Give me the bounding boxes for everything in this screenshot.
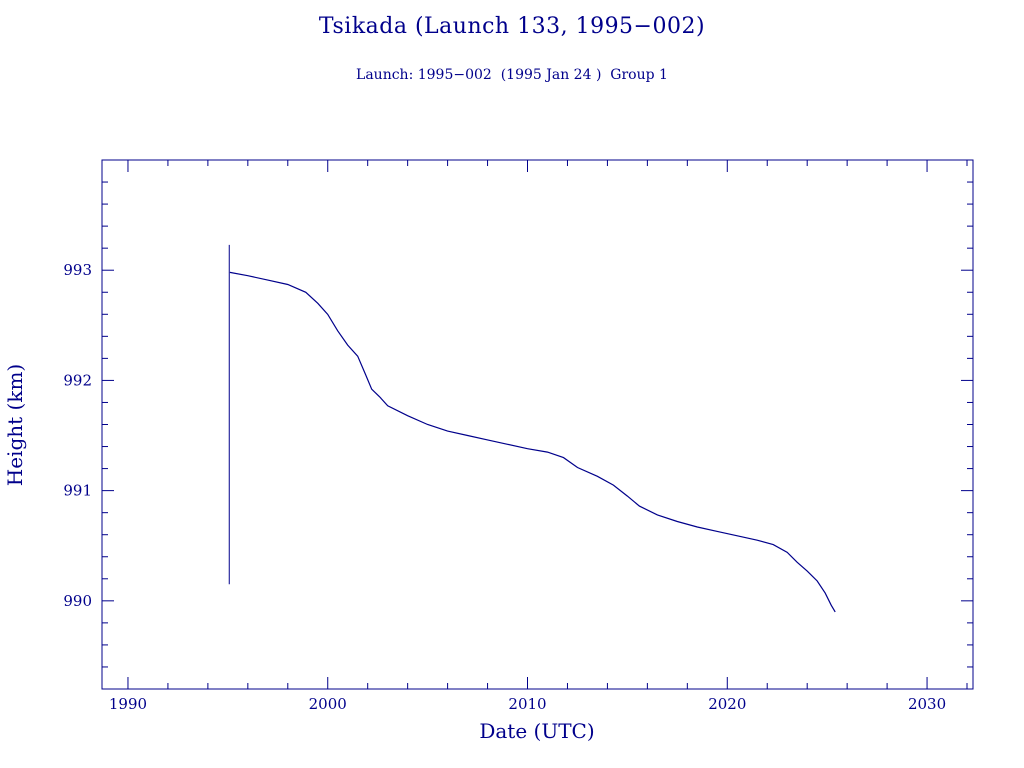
x-tick-label: 2020 bbox=[708, 695, 746, 713]
x-tick-label: 1990 bbox=[109, 695, 147, 713]
height-series-line bbox=[229, 271, 836, 613]
plot-frame bbox=[101, 159, 974, 690]
y-tick-labels: 990 991 992 993 bbox=[63, 261, 92, 610]
y-tick-label: 993 bbox=[63, 261, 92, 279]
axis-ticks bbox=[102, 159, 973, 690]
y-tick-label: 992 bbox=[63, 371, 92, 389]
y-axis-label: Height (km) bbox=[3, 364, 27, 486]
x-tick-label: 2000 bbox=[309, 695, 347, 713]
y-tick-label: 991 bbox=[63, 482, 92, 500]
chart-title: Tsikada (Launch 133, 1995−002) bbox=[318, 14, 706, 39]
y-tick-label: 990 bbox=[63, 592, 92, 610]
chart-subtitle: Launch: 1995−002 (1995 Jan 24 ) Group 1 bbox=[356, 67, 668, 83]
x-tick-label: 2010 bbox=[508, 695, 546, 713]
x-axis-label: Date (UTC) bbox=[479, 719, 594, 743]
x-tick-label: 2030 bbox=[908, 695, 946, 713]
x-tick-labels: 1990 2000 2010 2020 2030 bbox=[109, 695, 946, 713]
